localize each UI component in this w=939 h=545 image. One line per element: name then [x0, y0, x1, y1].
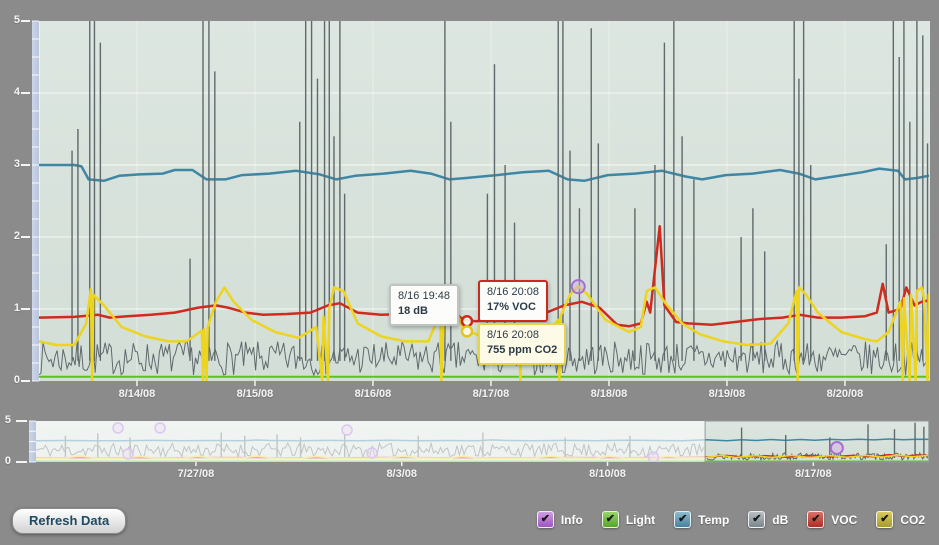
checkbox-light[interactable]: ✔: [601, 511, 619, 528]
checkmark-icon: ✔: [880, 513, 890, 525]
checkbox-co2[interactable]: ✔: [876, 511, 894, 528]
main-x-axis-label: 8/15/08: [236, 388, 274, 400]
tooltip-voc: 8/16 20:08 17% VOC: [478, 280, 548, 322]
main-x-axis-label: 8/19/08: [708, 388, 746, 400]
legend-label-info: Info: [560, 512, 583, 527]
legend-label-co2: CO2: [900, 512, 925, 527]
legend-item-co2[interactable]: ✔ CO2: [876, 511, 925, 528]
legend-item-db[interactable]: ✔ dB: [748, 511, 788, 528]
tooltip-co2: 8/16 20:08 755 ppm CO2: [478, 323, 567, 365]
overview-y-axis-strip: [29, 421, 36, 462]
legend-item-voc[interactable]: ✔ VOC: [807, 511, 857, 528]
main-y-axis-label: 3: [13, 158, 20, 170]
legend-item-light[interactable]: ✔ Light: [601, 511, 656, 528]
tooltip-co2-value: 755 ppm CO2: [487, 344, 558, 357]
overview-y-axis-label: 5: [4, 414, 11, 426]
checkmark-icon: ✔: [605, 513, 615, 525]
checkmark-icon: ✔: [811, 513, 821, 525]
main-y-axis-strip: [32, 21, 39, 381]
tooltip-db: 8/16 19:48 18 dB: [389, 284, 459, 326]
checkmark-icon: ✔: [678, 513, 688, 525]
checkbox-info[interactable]: ✔: [536, 511, 554, 528]
legend-item-info[interactable]: ✔ Info: [536, 511, 583, 528]
overview-x-axis-label: 8/3/08: [386, 468, 418, 480]
main-y-axis-label: 0: [13, 374, 20, 386]
main-y-axis-label: 4: [13, 86, 20, 98]
checkmark-icon: ✔: [540, 513, 550, 525]
overview-x-axis-label: 7/27/08: [177, 468, 215, 480]
main-x-axis-label: 8/18/08: [590, 388, 628, 400]
main-y-axis-label: 5: [13, 14, 20, 26]
checkbox-voc[interactable]: ✔: [807, 511, 825, 528]
legend-label-temp: Temp: [698, 512, 730, 527]
tooltip-db-time: 8/16 19:48: [398, 290, 450, 302]
legend-item-temp[interactable]: ✔ Temp: [674, 511, 729, 528]
tooltip-voc-time: 8/16 20:08: [487, 286, 539, 298]
tooltip-co2-time: 8/16 20:08: [487, 329, 539, 341]
refresh-data-button[interactable]: Refresh Data: [12, 508, 127, 534]
legend-label-db: dB: [772, 512, 789, 527]
overview-y-axis-label: 0: [4, 455, 11, 467]
main-y-axis-label: 2: [13, 230, 20, 242]
main-x-axis-label: 8/16/08: [354, 388, 392, 400]
tooltip-db-value: 18 dB: [398, 305, 428, 318]
legend-label-light: Light: [625, 512, 656, 527]
overview-x-axis-label: 8/17/08: [794, 468, 832, 480]
tooltip-voc-value: 17% VOC: [487, 301, 536, 314]
checkbox-db[interactable]: ✔: [748, 511, 766, 528]
legend: ✔ Info ✔ Light ✔ Temp ✔ dB ✔ VOC ✔ CO2: [518, 511, 925, 528]
legend-label-voc: VOC: [831, 512, 858, 527]
checkbox-temp[interactable]: ✔: [674, 511, 692, 528]
overview-chart-plot-area[interactable]: [36, 421, 929, 462]
main-x-axis-label: 8/14/08: [118, 388, 156, 400]
checkmark-icon: ✔: [752, 513, 762, 525]
main-x-axis-label: 8/20/08: [826, 388, 864, 400]
overview-x-axis-label: 8/10/08: [589, 468, 626, 480]
main-x-axis-label: 8/17/08: [472, 388, 510, 400]
main-y-axis-label: 1: [13, 302, 20, 314]
